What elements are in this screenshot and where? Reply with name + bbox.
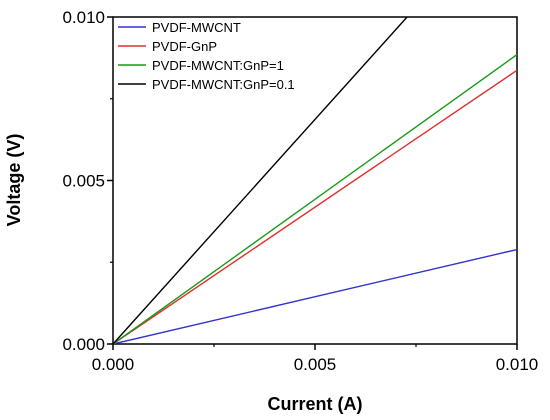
y-tick-label: 0.005 <box>62 172 105 191</box>
legend-label-3: PVDF-MWCNT:GnP=1 <box>152 58 284 73</box>
x-tick-label: 0.010 <box>496 355 539 374</box>
y-tick-label: 0.010 <box>62 8 105 27</box>
legend-label-1: PVDF-MWCNT <box>152 20 241 35</box>
x-tick-label: 0.000 <box>92 355 135 374</box>
y-axis-title: Voltage (V) <box>4 134 24 227</box>
legend-label-4: PVDF-MWCNT:GnP=0.1 <box>152 77 295 92</box>
series-line-1 <box>113 248 517 344</box>
legend-label-2: PVDF-GnP <box>152 39 217 54</box>
series-layer <box>113 17 517 344</box>
x-axis-ticks: 0.000 0.005 0.010 <box>92 344 539 374</box>
series-line-3 <box>113 54 517 344</box>
series-line-4 <box>113 17 408 344</box>
legend: PVDF-MWCNT PVDF-GnP PVDF-MWCNT:GnP=1 PVDF-M… <box>118 20 295 92</box>
y-tick-label: 0.000 <box>62 335 105 354</box>
series-line-2 <box>113 69 517 344</box>
x-tick-label: 0.005 <box>294 355 337 374</box>
y-axis-ticks: 0.000 0.005 0.010 <box>62 8 113 354</box>
x-axis-title: Current (A) <box>268 394 363 414</box>
